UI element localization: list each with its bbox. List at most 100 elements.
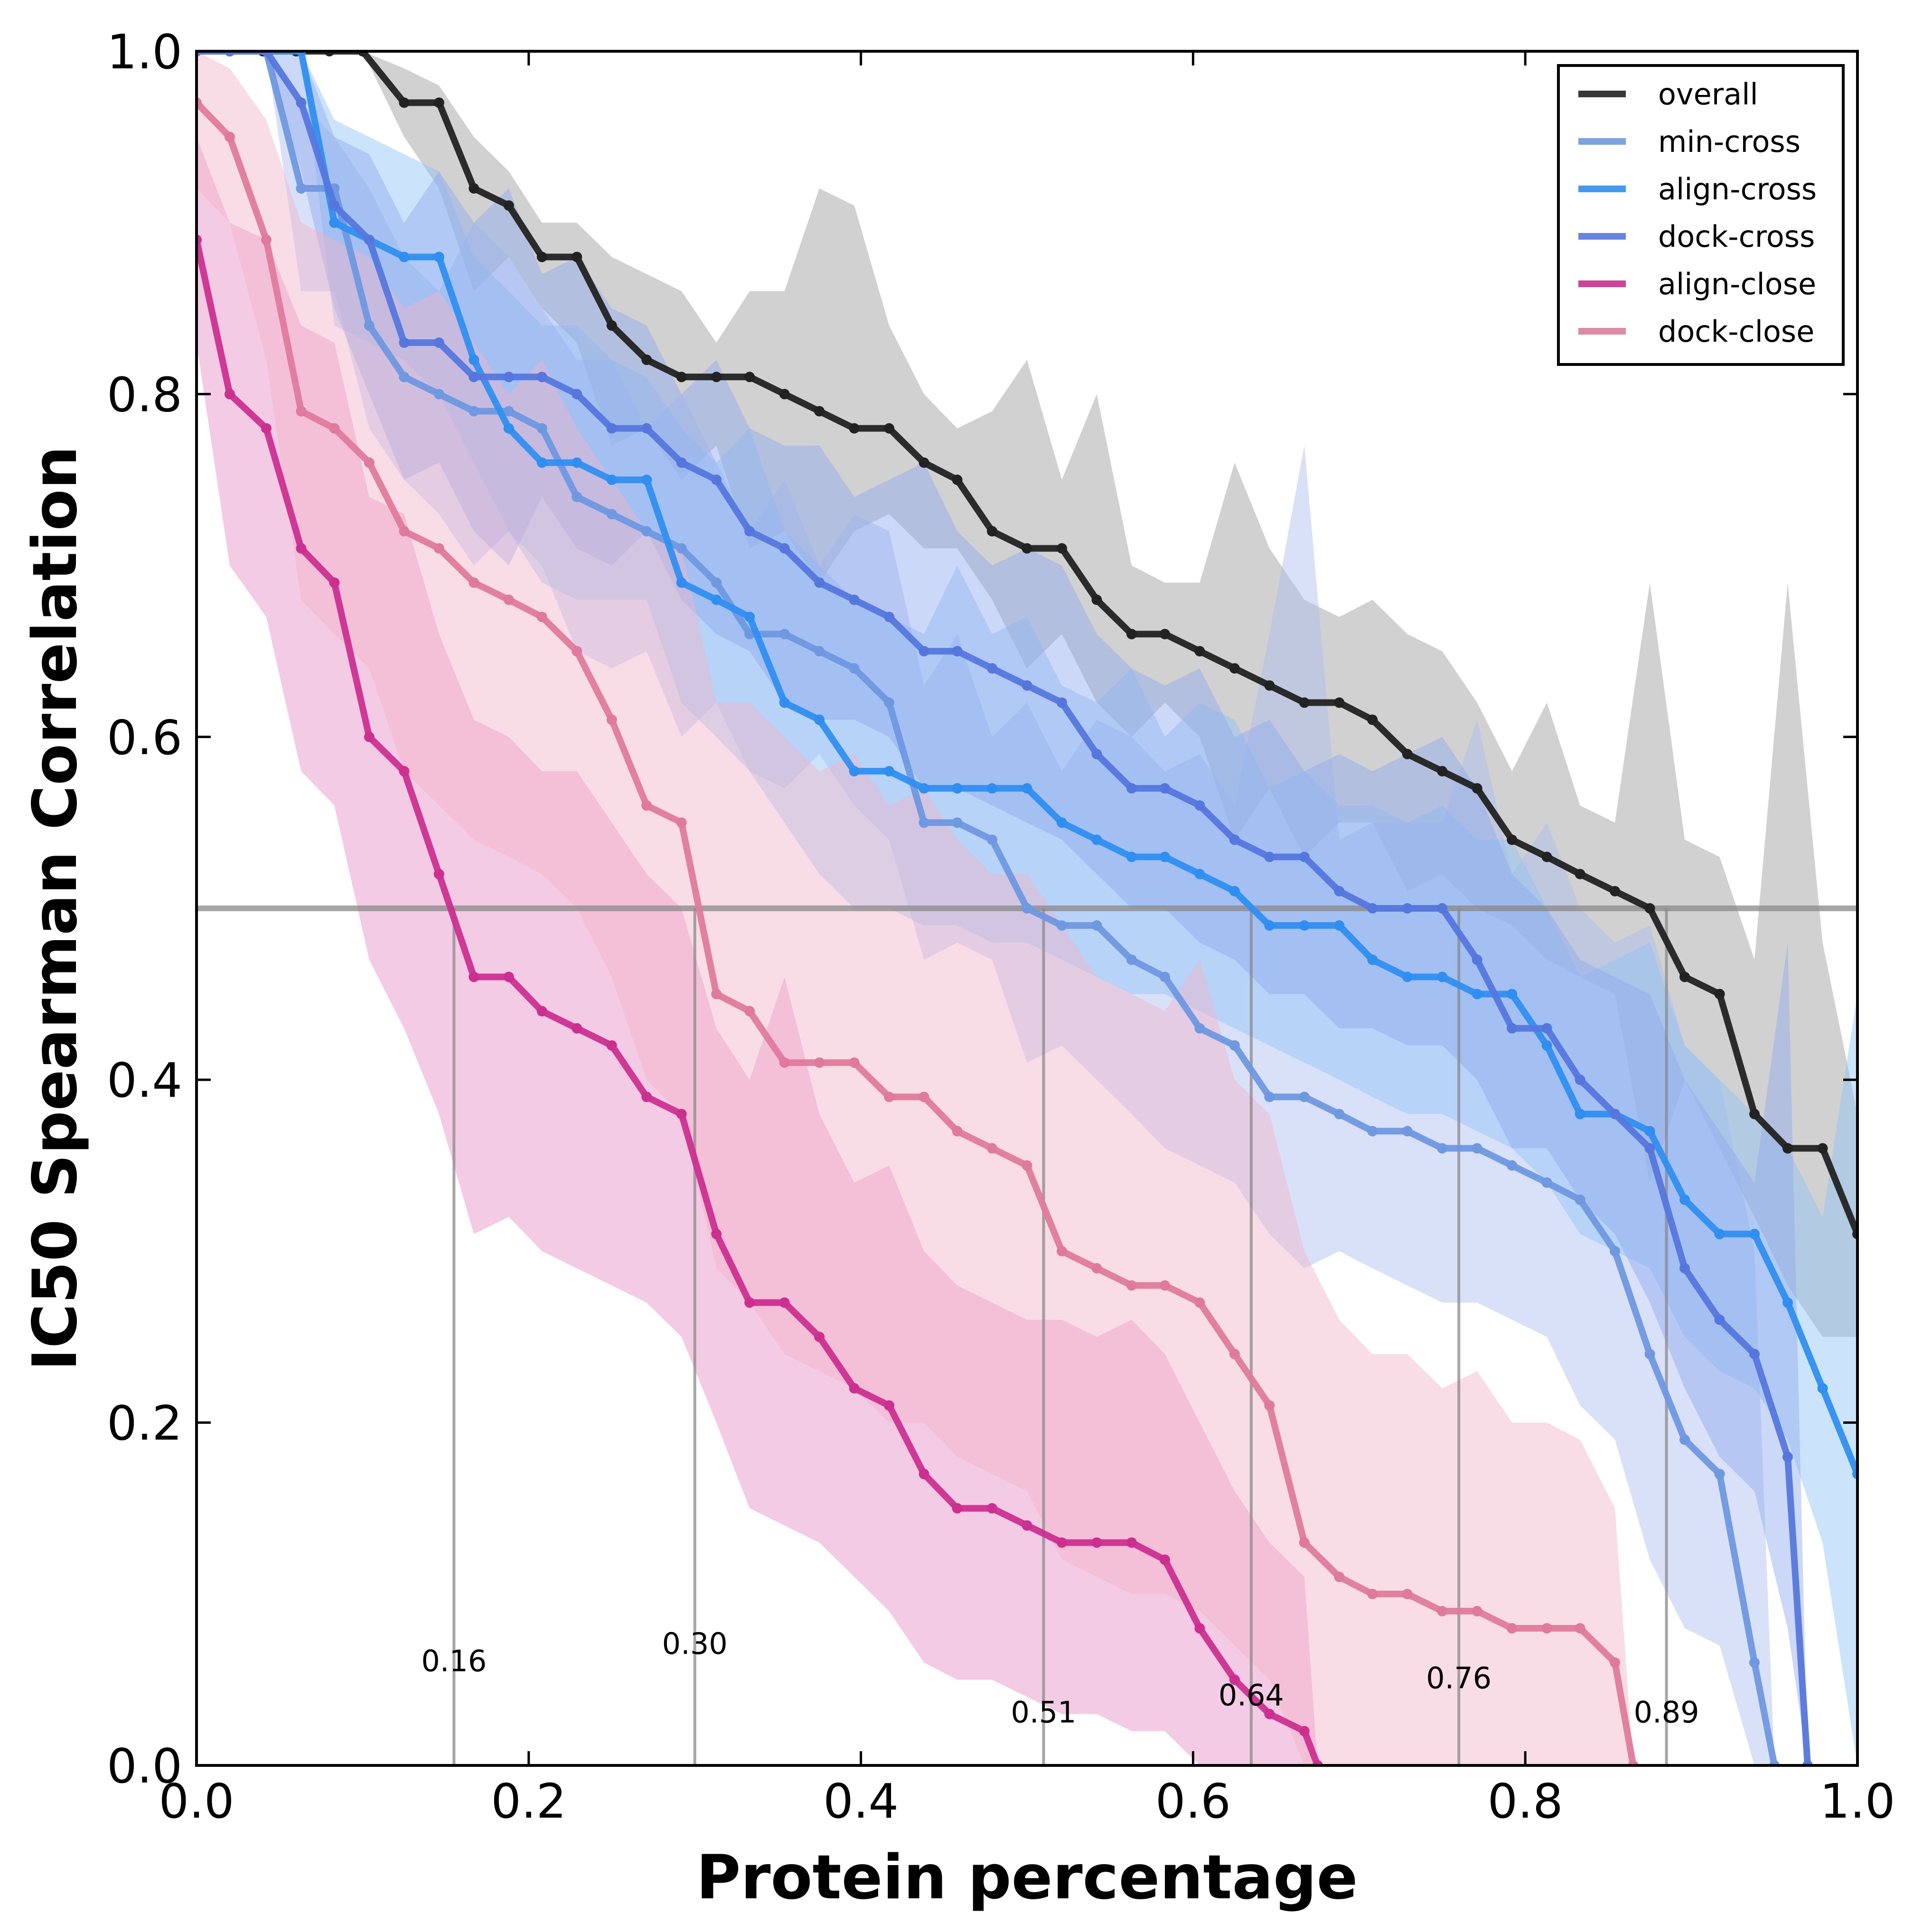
- point-overall-39: [1541, 851, 1552, 862]
- band-align-close: [197, 137, 1318, 1765]
- point-min-cross-30: [1229, 1040, 1240, 1051]
- point-min-cross-17: [779, 629, 790, 640]
- point-align-cross-18: [814, 714, 825, 725]
- point-align-cross-38: [1507, 989, 1518, 999]
- axis-ticks: 0.0 0.2 0.4 0.6 0.8 1.0 0.0 0.2 0.4 0.6 0.8 1.0: [107, 24, 1895, 1829]
- point-align-close-19: [849, 1383, 860, 1394]
- point-dock-cross-17: [779, 543, 790, 554]
- point-overall-26: [1091, 594, 1102, 605]
- point-dock-cross-10: [536, 372, 547, 383]
- point-min-cross-37: [1472, 1143, 1482, 1154]
- y-tick-label-0-0: 0.0: [107, 1738, 182, 1794]
- point-align-cross-29: [1194, 868, 1205, 879]
- point-overall-36: [1437, 766, 1448, 777]
- point-dock-cross-5: [364, 234, 375, 245]
- point-min-cross-38: [1507, 1160, 1518, 1171]
- point-align-cross-28: [1159, 851, 1170, 862]
- point-dock-close-33: [1334, 1571, 1345, 1582]
- point-dock-close-11: [572, 646, 582, 657]
- point-dock-close-1: [224, 131, 235, 142]
- point-overall-7: [433, 97, 444, 108]
- point-align-cross-12: [606, 475, 617, 485]
- point-align-close-7: [433, 868, 444, 879]
- point-dock-cross-9: [503, 372, 514, 383]
- x-tick-label-0-0: 0.0: [159, 1773, 234, 1829]
- point-dock-close-24: [1022, 1160, 1032, 1171]
- point-align-cross-26: [1091, 834, 1102, 845]
- point-align-cross-13: [641, 475, 652, 485]
- point-align-close-26: [1091, 1537, 1102, 1548]
- x-tick-label-1-0: 1.0: [1819, 1773, 1895, 1829]
- y-tick-label-0-4: 0.4: [107, 1053, 182, 1108]
- point-overall-21: [919, 457, 929, 468]
- point-align-close-20: [884, 1400, 895, 1411]
- point-dock-cross-37: [1472, 954, 1482, 965]
- legend: overall min-cross align-cross dock-cross ali…: [1557, 64, 1845, 366]
- point-align-close-25: [1056, 1537, 1067, 1548]
- point-min-cross-6: [399, 372, 410, 383]
- point-align-cross-11: [572, 457, 582, 468]
- point-align-close-14: [676, 1109, 687, 1120]
- point-min-cross-28: [1159, 971, 1170, 982]
- point-min-cross-22: [952, 817, 963, 828]
- point-min-cross-3: [296, 183, 307, 194]
- point-min-cross-23: [987, 834, 998, 845]
- point-min-cross-31: [1264, 1092, 1275, 1102]
- point-min-cross-39: [1541, 1177, 1552, 1188]
- point-min-cross-41: [1610, 1246, 1621, 1257]
- point-dock-cross-35: [1402, 903, 1413, 914]
- point-dock-close-9: [503, 594, 514, 605]
- point-dock-cross-42: [1644, 1143, 1655, 1154]
- series-line-align-close: [197, 236, 1321, 1765]
- point-dock-close-31: [1264, 1400, 1275, 1411]
- point-dock-cross-43: [1679, 1263, 1690, 1274]
- point-dock-cross-6: [399, 337, 410, 348]
- point-min-cross-36: [1437, 1143, 1448, 1154]
- legend-label-dock-close: dock-close: [1658, 314, 1814, 349]
- point-dock-close-6: [399, 526, 410, 537]
- point-dock-cross-24: [1022, 680, 1032, 691]
- point-align-close-9: [503, 971, 514, 982]
- point-align-close-11: [572, 1023, 582, 1034]
- point-align-cross-6: [399, 252, 410, 262]
- point-min-cross-13: [641, 526, 652, 537]
- point-align-cross-10: [536, 457, 547, 468]
- point-align-cross-34: [1367, 954, 1378, 965]
- point-dock-cross-23: [987, 663, 998, 674]
- point-overall-35: [1402, 748, 1413, 759]
- point-align-cross-25: [1056, 817, 1067, 828]
- point-dock-close-28: [1159, 1280, 1170, 1291]
- point-align-cross-39: [1541, 1040, 1552, 1051]
- point-dock-cross-15: [711, 475, 722, 485]
- point-align-cross-40: [1575, 1109, 1585, 1120]
- point-min-cross-9: [503, 406, 514, 417]
- point-dock-cross-46: [1782, 1451, 1793, 1462]
- point-dock-close-26: [1091, 1263, 1102, 1274]
- point-overall-23: [987, 526, 998, 537]
- point-align-close-18: [814, 1332, 825, 1342]
- point-dock-close-22: [952, 1126, 963, 1137]
- threshold-label-0-30: 0.30: [662, 1626, 728, 1661]
- point-align-cross-23: [987, 783, 998, 794]
- point-overall-42: [1644, 903, 1655, 914]
- point-align-cross-14: [676, 577, 687, 588]
- point-overall-46: [1782, 1143, 1793, 1154]
- point-align-close-5: [364, 731, 375, 742]
- point-dock-close-32: [1299, 1537, 1310, 1548]
- point-dock-cross-3: [296, 97, 307, 108]
- point-align-close-16: [744, 1297, 755, 1308]
- point-align-close-24: [1022, 1520, 1032, 1531]
- point-min-cross-10: [536, 423, 547, 434]
- point-dock-cross-18: [814, 577, 825, 588]
- point-dock-close-35: [1402, 1588, 1413, 1599]
- point-min-cross-29: [1194, 1023, 1205, 1034]
- point-align-close-22: [952, 1503, 963, 1514]
- point-align-cross-8: [469, 355, 479, 365]
- y-tick-label-1-0: 1.0: [107, 24, 182, 80]
- point-overall-22: [952, 475, 963, 485]
- point-align-cross-45: [1749, 1229, 1760, 1240]
- point-dock-close-18: [814, 1057, 825, 1068]
- point-min-cross-40: [1575, 1195, 1585, 1205]
- legend-label-min-cross: min-cross: [1658, 124, 1800, 159]
- point-dock-close-27: [1126, 1280, 1137, 1291]
